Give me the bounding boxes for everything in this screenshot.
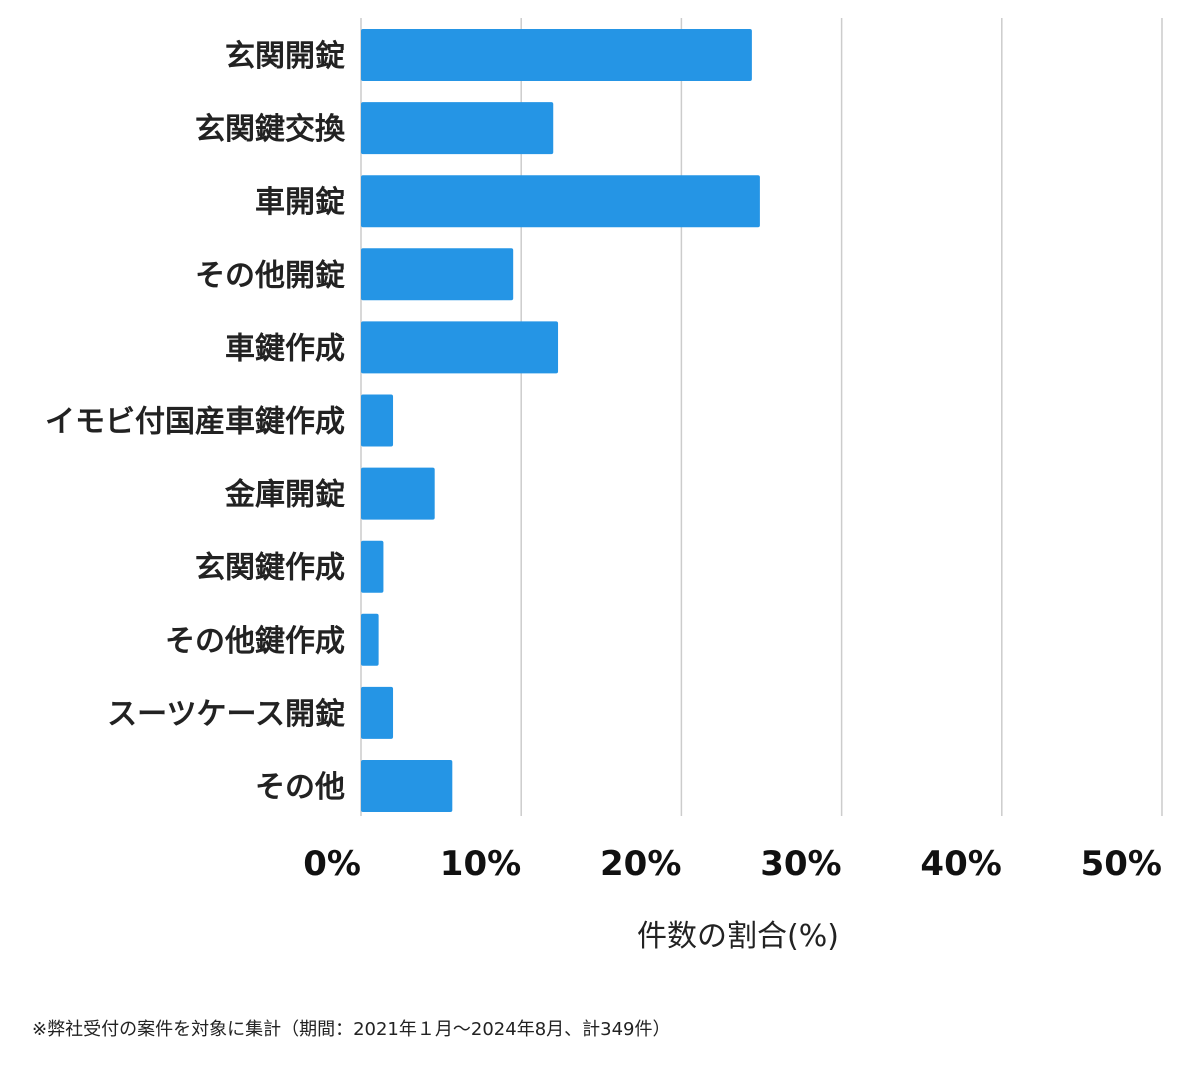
category-labels: 玄関開錠玄関鍵交換車開錠その他開錠車鍵作成イモビ付国産車鍵作成金庫開錠玄関鍵作成… — [45, 39, 346, 805]
x-tick-label: 0% — [303, 844, 361, 884]
bar — [361, 686, 394, 739]
bar — [361, 175, 760, 228]
bar — [361, 540, 384, 593]
category-label: 玄関開錠 — [225, 39, 345, 74]
bar — [361, 102, 554, 155]
category-label: その他 — [255, 770, 345, 805]
bar — [361, 29, 752, 81]
x-tick-labels: 0% 10% 20% 30% 40% 50% — [303, 844, 1162, 884]
category-label: 車鍵作成 — [225, 331, 345, 366]
category-label: スーツケース開錠 — [107, 697, 345, 732]
category-label: イモビ付国産車鍵作成 — [45, 405, 345, 440]
x-axis-title: 件数の割合(%) — [637, 919, 839, 954]
category-label: その他開錠 — [195, 258, 345, 293]
x-tick-label: 40% — [920, 844, 1001, 884]
category-label: 玄関鍵作成 — [195, 551, 345, 586]
x-tick-label: 10% — [440, 844, 521, 884]
bar — [361, 760, 453, 812]
category-label: 車開錠 — [255, 185, 345, 220]
bar — [361, 394, 394, 447]
category-label: 玄関鍵交換 — [195, 112, 346, 147]
bar — [361, 467, 435, 520]
x-tick-label: 50% — [1081, 844, 1162, 884]
category-label: その他鍵作成 — [165, 624, 345, 659]
x-tick-label: 20% — [600, 844, 681, 884]
bars — [361, 29, 760, 812]
category-label: 金庫開錠 — [224, 478, 345, 513]
bar — [361, 248, 514, 301]
bar — [361, 321, 559, 374]
bar — [361, 613, 379, 666]
x-tick-label: 30% — [760, 844, 841, 884]
footnote: ※弊社受付の案件を対象に集計（期間：2021年１月〜2024年8月、計349件） — [32, 1019, 671, 1040]
